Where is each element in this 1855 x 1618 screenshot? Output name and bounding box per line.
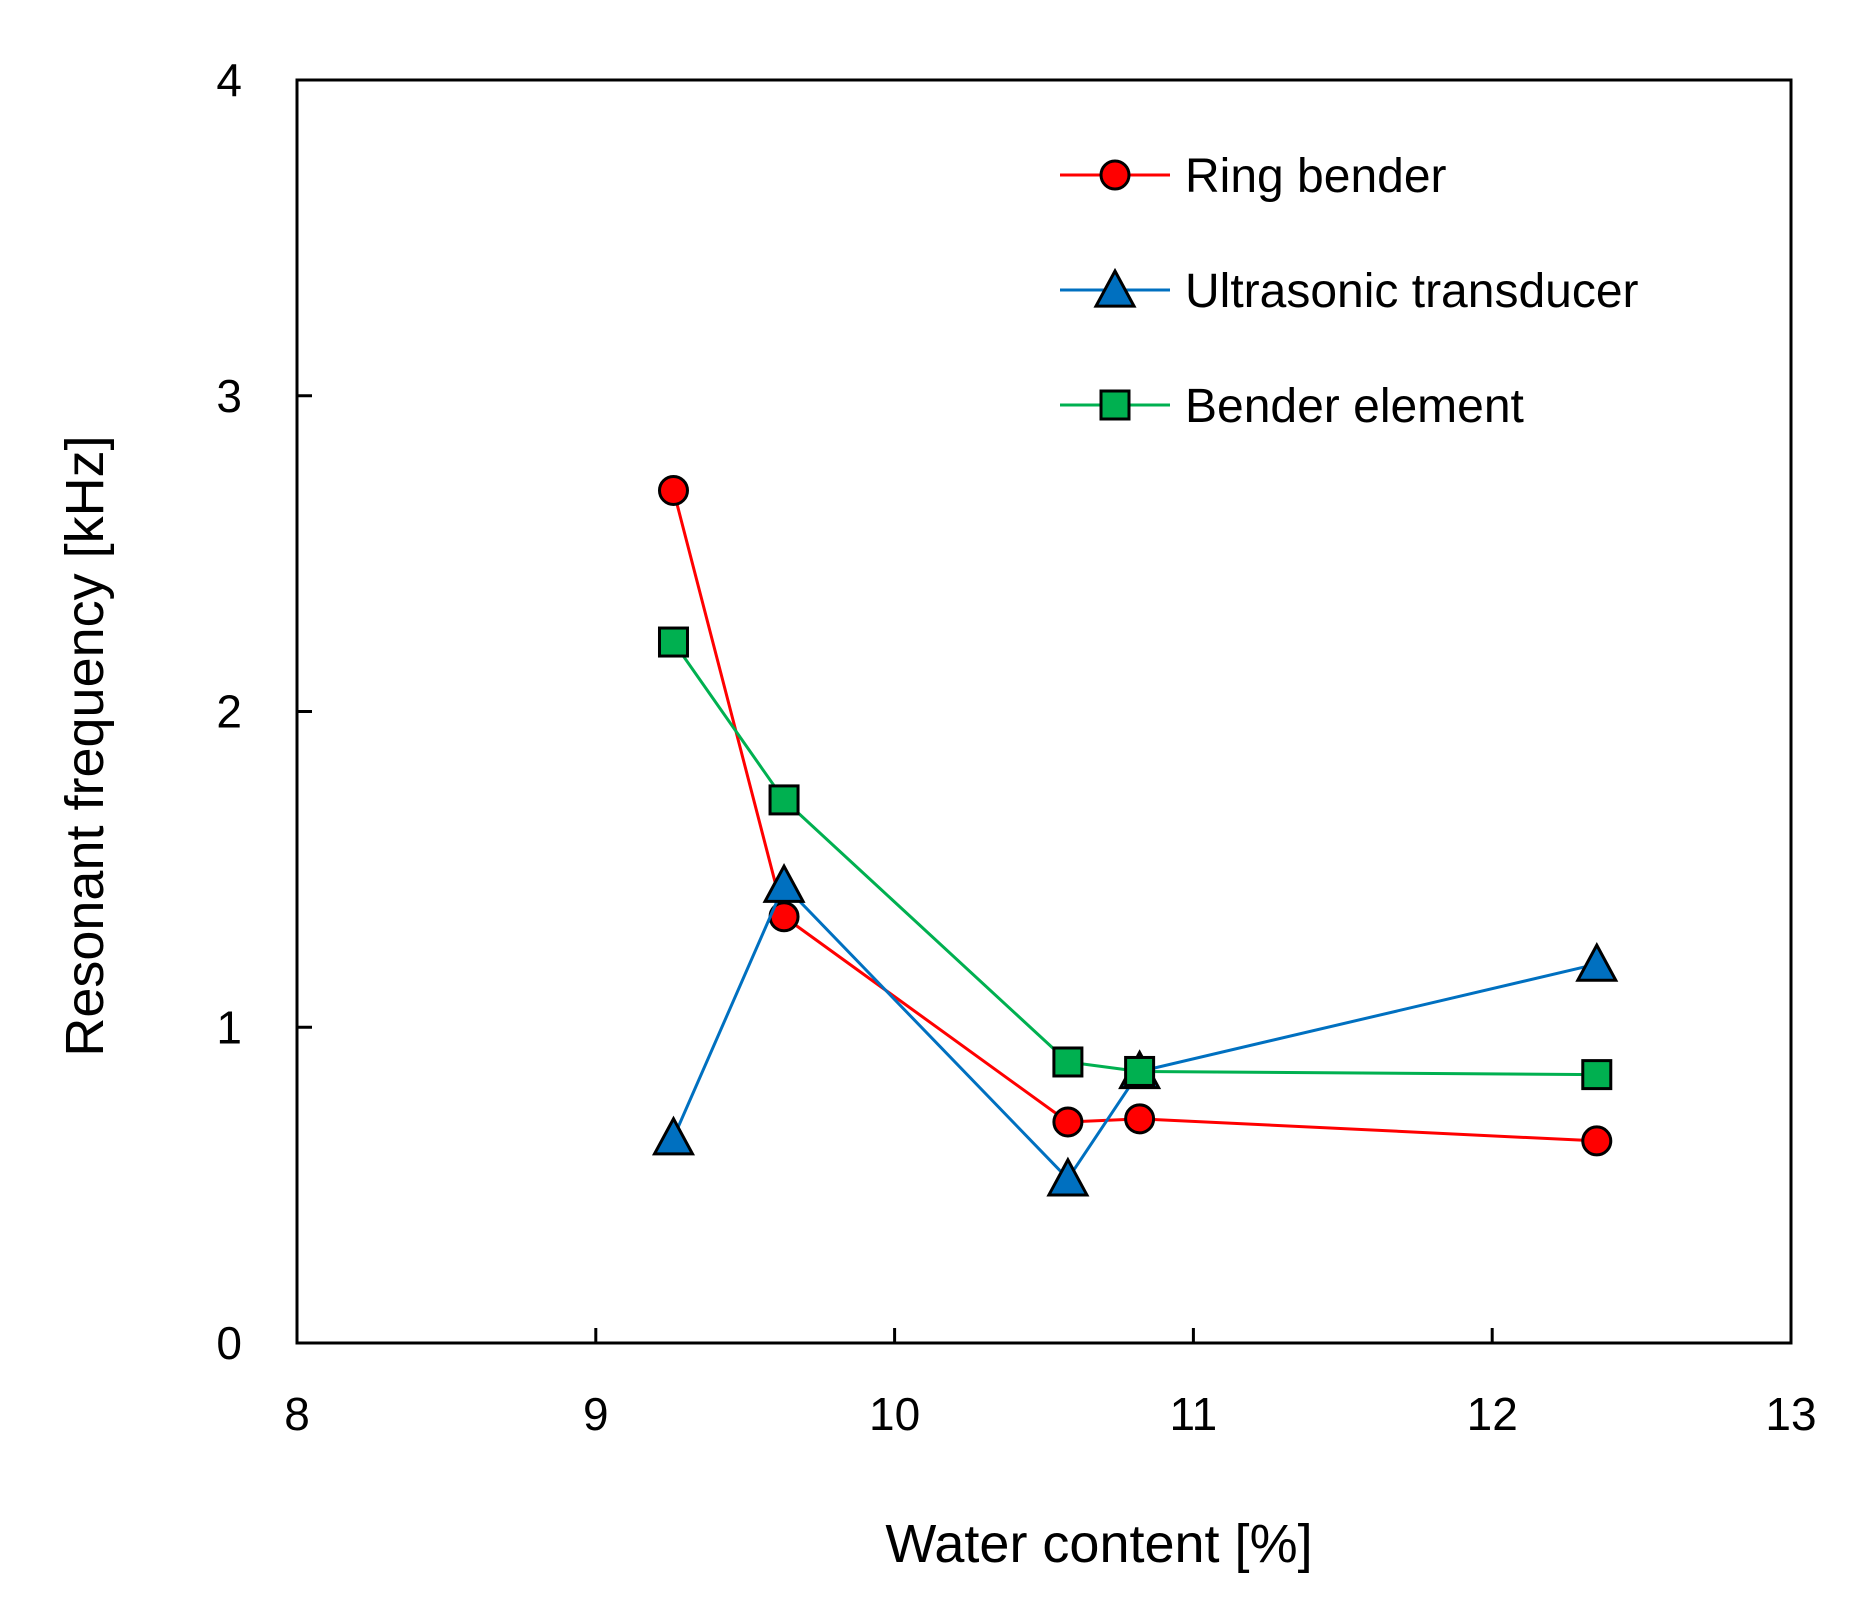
- square-marker: [657, 626, 689, 658]
- series-ring-bender: [657, 474, 1613, 1157]
- y-axis-title: Resonant frequency [kHz]: [55, 435, 115, 1056]
- y-tick-label: 3: [216, 370, 242, 422]
- legend-label: Ring bender: [1185, 150, 1447, 203]
- triangle-marker: [651, 1115, 696, 1156]
- series-line: [672, 490, 1597, 1143]
- x-tick-label: 12: [1467, 1388, 1518, 1440]
- y-tick-label: 0: [216, 1317, 242, 1369]
- y-tick-label: 4: [216, 54, 242, 106]
- y-axis: 0 1 2 3 4: [216, 54, 312, 1369]
- legend-item: Bender element: [1060, 380, 1524, 433]
- square-marker: [768, 784, 800, 816]
- x-tick-label: 9: [583, 1388, 609, 1440]
- x-tick-label: 11: [1170, 1388, 1218, 1440]
- x-tick-label: 8: [284, 1388, 310, 1440]
- x-axis-title: Water content [%]: [885, 1514, 1312, 1574]
- circle-marker: [1124, 1103, 1156, 1135]
- legend-label: Bender element: [1185, 380, 1524, 433]
- x-tick-label: 13: [1765, 1388, 1816, 1440]
- legend-circle-marker: [1099, 159, 1131, 191]
- y-tick-label: 2: [216, 686, 242, 738]
- triangle-marker: [1046, 1156, 1090, 1197]
- square-marker: [1124, 1055, 1156, 1087]
- series-bender-element: [657, 626, 1613, 1091]
- triangle-marker: [1575, 941, 1619, 982]
- circle-marker: [1581, 1125, 1613, 1157]
- x-tick-label: 10: [869, 1388, 920, 1440]
- series-line: [672, 641, 1597, 1077]
- legend-triangle-marker: [1093, 267, 1137, 308]
- circle-marker: [1052, 1106, 1084, 1138]
- x-axis: 8 9 10 11 12 13: [284, 1328, 1817, 1440]
- legend-item: Ultrasonic transducer: [1060, 265, 1639, 318]
- triangle-marker: [762, 863, 806, 903]
- legend-label: Ultrasonic transducer: [1185, 265, 1639, 318]
- square-marker: [1581, 1059, 1613, 1091]
- legend-item: Ring bender: [1060, 150, 1447, 203]
- series-layer: [651, 474, 1619, 1197]
- circle-marker: [657, 474, 689, 506]
- legend-square-marker: [1099, 389, 1131, 421]
- y-tick-label: 1: [216, 1001, 242, 1053]
- legend: Ring bender Ultrasonic transducer Bender e…: [1060, 150, 1639, 433]
- square-marker: [1052, 1046, 1084, 1078]
